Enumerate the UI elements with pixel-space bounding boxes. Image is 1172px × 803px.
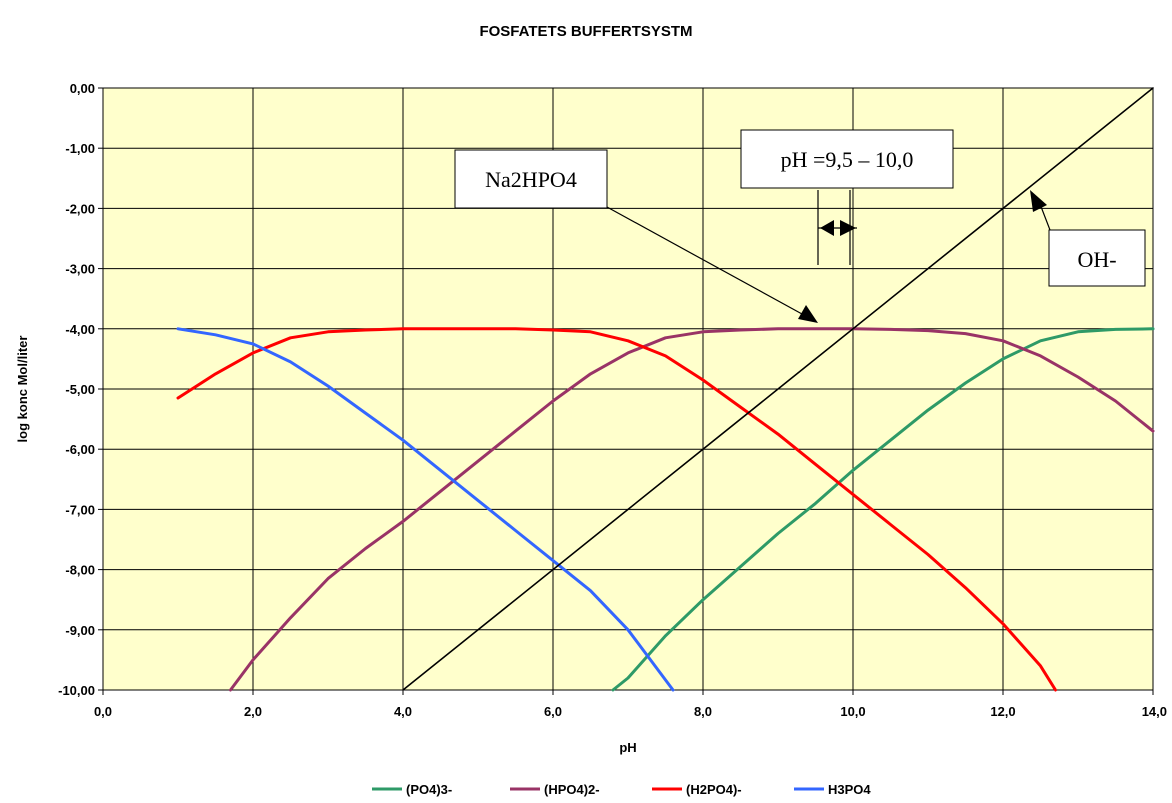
y-tick-label: -10,00 <box>58 683 95 698</box>
y-tick-label: -6,00 <box>65 442 95 457</box>
y-tick-label: -9,00 <box>65 623 95 638</box>
oh-box <box>1048 229 1146 287</box>
ph-range-arrowhead-right <box>840 220 856 236</box>
annotation-na2hpo4: Na2HPO4 <box>454 149 818 323</box>
annotation-oh: OH- <box>1030 190 1146 287</box>
x-tick-label: 8,0 <box>694 704 712 719</box>
x-tick-label: 4,0 <box>394 704 412 719</box>
ph-range-arrowhead-left <box>820 220 834 236</box>
ph-range-label: pH =9,5 – 10,0 <box>781 147 914 172</box>
oh-label: OH- <box>1077 247 1116 272</box>
x-tick-label: 10,0 <box>840 704 865 719</box>
legend-label: H3PO4 <box>828 782 871 797</box>
na2hpo4-box <box>454 149 608 209</box>
y-tick-label: -5,00 <box>65 382 95 397</box>
series-line-hpo42 <box>229 327 1155 692</box>
legend-label: (PO4)3- <box>406 782 452 797</box>
legend-label: (HPO4)2- <box>544 782 600 797</box>
legend: (PO4)3- (HPO4)2- (H2PO4)- H3PO4 <box>372 782 871 797</box>
y-tick-label: -3,00 <box>65 262 95 277</box>
x-axis-label: pH <box>619 740 636 755</box>
y-tick-label: -7,00 <box>65 502 95 517</box>
oh-arrow-line <box>1039 203 1051 231</box>
annotation-ph-range: pH =9,5 – 10,0 <box>740 129 954 265</box>
chart-title: FOSFATETS BUFFERTSYSTM <box>479 23 692 40</box>
y-axis-label: log konc Mol/liter <box>15 336 30 443</box>
series-line-h3po4 <box>176 327 675 692</box>
x-tick-label: 6,0 <box>544 704 562 719</box>
x-tick-label: 12,0 <box>990 704 1015 719</box>
na2hpo4-arrow-line <box>606 206 803 315</box>
x-tick-label: 2,0 <box>244 704 262 719</box>
series-line-h2po4 <box>176 327 1057 692</box>
x-tick-labels: 0,0 2,0 4,0 6,0 8,0 10,0 12,0 14,0 <box>94 704 1167 719</box>
y-tick-label: -1,00 <box>65 141 95 156</box>
ph-range-box <box>740 129 954 189</box>
x-tick-label: 0,0 <box>94 704 112 719</box>
series-line-oh <box>402 87 1154 691</box>
x-tick-label: 14,0 <box>1142 704 1167 719</box>
y-tick-label: -4,00 <box>65 322 95 337</box>
oh-arrowhead <box>1030 190 1047 212</box>
y-tick-label: -8,00 <box>65 563 95 578</box>
series-lines <box>176 87 1155 692</box>
series-line-po43 <box>611 327 1155 692</box>
y-tick-labels: 0,00 -1,00 -2,00 -3,00 -4,00 -5,00 -6,00 -7,00 -… <box>58 81 95 698</box>
legend-label: (H2PO4)- <box>686 782 742 797</box>
y-tick-label: 0,00 <box>70 81 95 96</box>
na2hpo4-label: Na2HPO4 <box>485 167 577 192</box>
na2hpo4-arrowhead <box>798 305 818 323</box>
y-tick-label: -2,00 <box>65 201 95 216</box>
